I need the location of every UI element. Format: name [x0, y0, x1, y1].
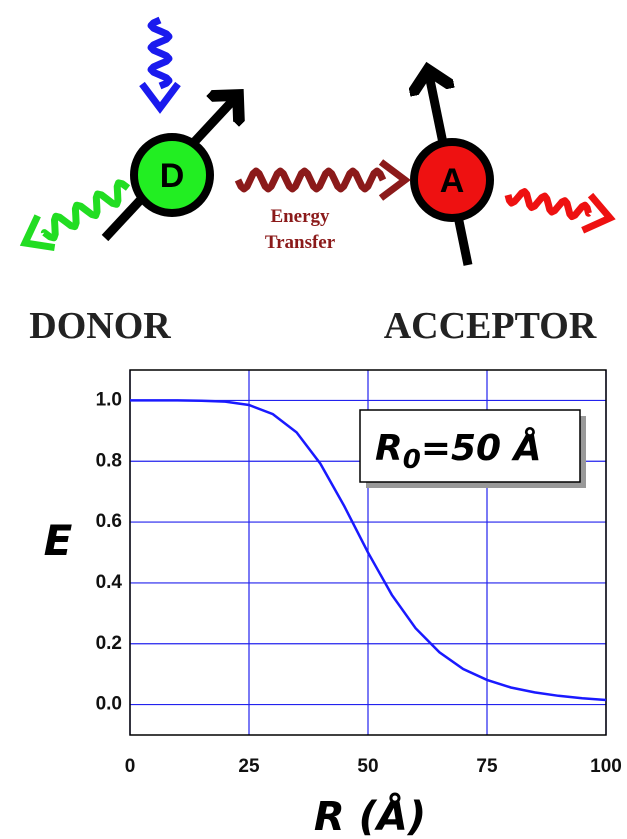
y-tick-label: 0.0	[96, 694, 122, 715]
wavy-arrow	[147, 16, 173, 90]
wavy-arrow	[504, 188, 592, 221]
donor-symbol: D	[160, 157, 185, 195]
y-axis-label: E	[44, 516, 73, 565]
transfer-label: Energy	[270, 206, 330, 227]
annotation-box	[359, 409, 581, 483]
annotation-subscript: 0	[403, 445, 421, 475]
wavy-arrow	[40, 179, 131, 242]
acceptor-circle	[410, 138, 494, 222]
x-tick-label: 50	[357, 756, 378, 777]
x-tick-label: 0	[125, 756, 136, 777]
annotation-main: R	[375, 428, 403, 469]
annotation-rest: =50 Å	[421, 427, 542, 469]
x-tick-label: 100	[590, 756, 622, 777]
arrow-head	[581, 192, 616, 234]
donor-circle	[130, 133, 214, 217]
plot-border	[129, 369, 607, 736]
fret-diagram: D A Energy Transfer DONOR ACCEPTOR	[19, 16, 616, 347]
y-tick-label: 1.0	[96, 389, 122, 410]
acceptor-symbol: A	[440, 162, 465, 200]
wavy-arrow	[234, 167, 387, 193]
x-axis-label: R (Å)	[314, 791, 426, 839]
donor-label: DONOR	[29, 305, 171, 347]
y-tick-label: 0.2	[96, 633, 122, 654]
transfer-label: Transfer	[265, 232, 336, 253]
y-tick-label: 0.6	[96, 511, 122, 532]
acceptor-label: ACCEPTOR	[384, 305, 597, 347]
y-tick-label: 0.8	[96, 450, 122, 471]
arrow-head	[378, 159, 411, 201]
x-tick-label: 75	[476, 756, 498, 777]
arrow-head	[139, 81, 181, 114]
efficiency-curve	[130, 399, 607, 702]
x-tick-label: 25	[238, 756, 260, 777]
y-tick-label: 0.4	[96, 572, 123, 593]
annotation: R0=50 Å	[375, 427, 541, 475]
arrow-head	[19, 214, 56, 252]
